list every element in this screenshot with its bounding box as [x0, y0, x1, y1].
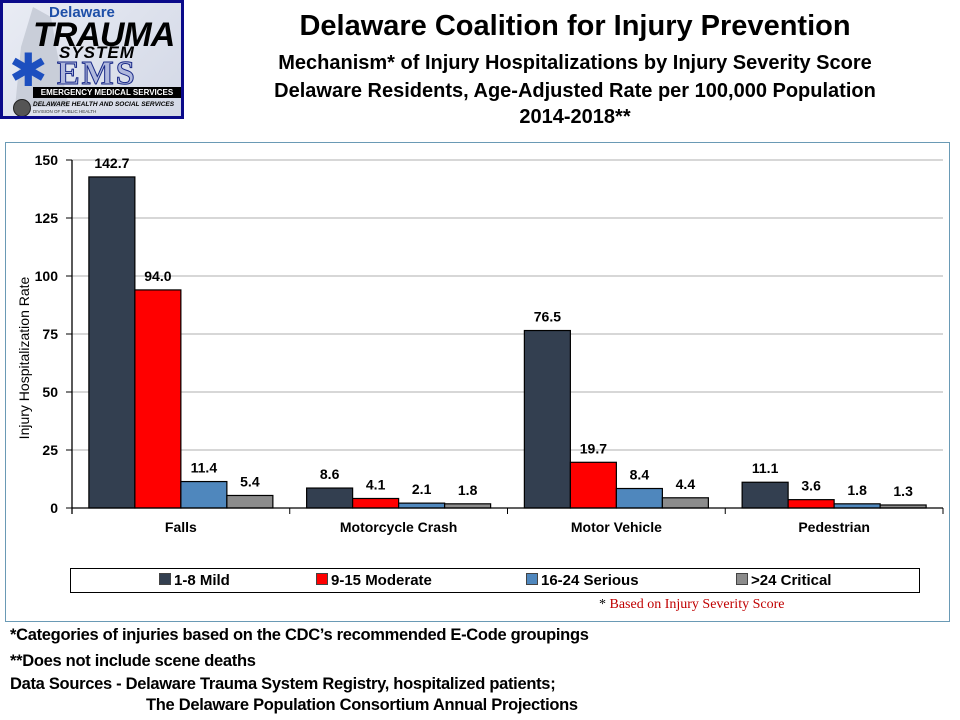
- logo-delaware: Delaware: [49, 4, 115, 21]
- legend-label: >24 Critical: [751, 572, 832, 589]
- y-axis-label: Injury Hospitalization Rate: [16, 276, 32, 439]
- data-label: 4.4: [676, 476, 696, 492]
- data-label: 3.6: [801, 478, 821, 494]
- bar: [787, 499, 835, 509]
- chart-subtitle-3: 2014-2018**: [519, 106, 631, 128]
- note-text: Based on Injury Severity Score: [609, 597, 785, 612]
- axes: [66, 159, 944, 514]
- logo-ems: EMS: [57, 55, 137, 93]
- footnote-categories: *Categories of injuries based on the CDC…: [10, 626, 589, 644]
- bar: [134, 289, 182, 509]
- footnote-scene-deaths: **Does not include scene deaths: [10, 652, 256, 670]
- data-label: 1.8: [847, 482, 867, 498]
- data-label: 11.4: [191, 460, 218, 476]
- data-label: 76.5: [534, 309, 561, 325]
- logo-dhss: DELAWARE HEALTH AND SOCIAL SERVICES: [33, 101, 175, 108]
- severity-note: * Based on Injury Severity Score: [599, 597, 784, 613]
- bar: [615, 487, 663, 509]
- data-label: 1.8: [458, 482, 478, 498]
- bars: [88, 176, 927, 509]
- labels: 0 25 50 75 100 125 150 Injury Hospitalization R…: [16, 152, 913, 535]
- data-label: 8.6: [320, 466, 340, 482]
- data-label: 4.1: [366, 476, 386, 492]
- legend-label: 1-8 Mild: [174, 572, 230, 589]
- y-tick-label: 125: [35, 210, 59, 226]
- legend-label: 9-15 Moderate: [331, 572, 432, 589]
- y-tick-label: 150: [35, 152, 59, 168]
- bar: [741, 481, 789, 509]
- y-tick-label: 75: [42, 326, 58, 342]
- data-label: 8.4: [630, 467, 650, 483]
- legend-item: >24 Critical: [736, 572, 831, 589]
- data-label: 5.4: [240, 473, 260, 489]
- data-label: 1.3: [893, 483, 913, 499]
- bar: [398, 502, 446, 509]
- page-title: Delaware Coalition for Injury Prevention: [299, 10, 851, 42]
- trauma-system-logo: Delaware TRAUMA SYSTEM ✱ EMS EMERGENCY M…: [0, 0, 184, 119]
- x-tick-label: Falls: [165, 519, 197, 535]
- bar: [306, 487, 354, 509]
- bar: [661, 497, 709, 509]
- legend-swatch: [159, 573, 171, 585]
- bar: [523, 329, 571, 509]
- star-of-life-icon: ✱: [9, 44, 48, 96]
- y-tick-label: 25: [42, 442, 58, 458]
- gridlines: [72, 159, 943, 451]
- x-tick-label: Pedestrian: [798, 519, 870, 535]
- chart-subtitle-2: Delaware Residents, Age-Adjusted Rate pe…: [274, 80, 876, 102]
- footnote-population-source: The Delaware Population Consortium Annua…: [146, 696, 578, 714]
- logo-trauma: TRAUMA: [33, 16, 175, 54]
- logo-system: SYSTEM: [59, 43, 135, 62]
- bar: [569, 461, 617, 509]
- data-label: 142.7: [94, 155, 129, 171]
- data-label: 2.1: [412, 481, 432, 497]
- footnote-data-sources: Data Sources - Delaware Trauma System Re…: [10, 675, 556, 693]
- legend-item: 9-15 Moderate: [316, 572, 432, 589]
- x-tick-label: Motorcycle Crash: [340, 519, 457, 535]
- bar: [180, 480, 228, 509]
- logo-dph: DIVISION OF PUBLIC HEALTH: [33, 109, 97, 114]
- legend-swatch: [736, 573, 748, 585]
- chart-legend: 1-8 Mild 9-15 Moderate 16-24 Serious >24 Cr…: [70, 568, 920, 593]
- logo-ems-banner: EMERGENCY MEDICAL SERVICES: [33, 87, 181, 98]
- data-label: 94.0: [144, 268, 171, 284]
- x-tick-label: Motor Vehicle: [571, 519, 662, 535]
- y-tick-label: 100: [35, 268, 59, 284]
- bar: [226, 494, 274, 509]
- chart-subtitle-1: Mechanism* of Injury Hospitalizations by…: [278, 52, 872, 74]
- bar: [88, 176, 136, 509]
- y-tick-label: 0: [50, 500, 58, 516]
- y-tick-label: 50: [42, 384, 58, 400]
- legend-label: 16-24 Serious: [541, 572, 639, 589]
- legend-swatch: [316, 573, 328, 585]
- legend-swatch: [526, 573, 538, 585]
- chart-frame: [5, 142, 950, 622]
- legend-item: 16-24 Serious: [526, 572, 639, 589]
- dhss-seal-icon: [13, 99, 31, 116]
- legend-item: 1-8 Mild: [159, 572, 230, 589]
- data-label: 19.7: [580, 440, 607, 456]
- bar: [352, 497, 400, 509]
- data-label: 11.1: [752, 460, 779, 476]
- note-asterisk: *: [599, 597, 606, 612]
